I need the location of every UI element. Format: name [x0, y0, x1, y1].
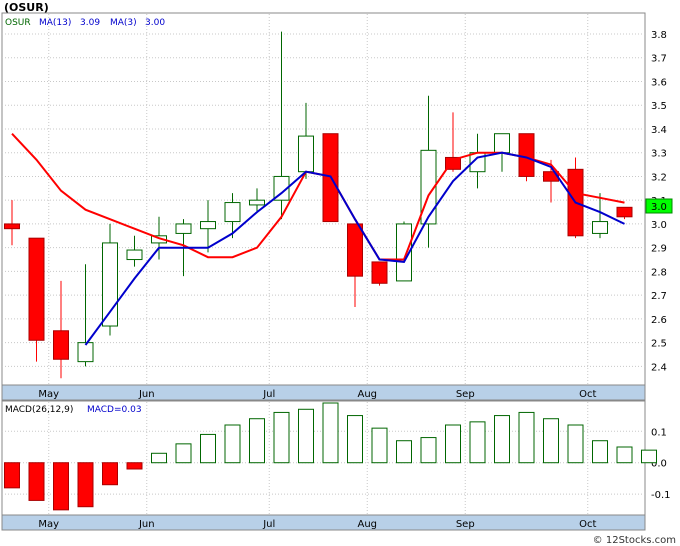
price-y-tick-label: 3.0: [651, 220, 667, 231]
candle-body: [53, 330, 69, 360]
macd-legend-value: MACD=0.03: [87, 405, 142, 415]
macd-x-tick-label: Sep: [456, 519, 475, 530]
macd-y-tick-label: 0.1: [651, 427, 667, 438]
macd-bar: [518, 411, 535, 464]
macd-bar: [200, 433, 216, 464]
price-y-tick-label: 2.4: [651, 362, 667, 373]
candle-body: [445, 156, 461, 170]
candle-body: [494, 133, 510, 154]
macd-bar: [371, 427, 388, 464]
candle-body: [126, 249, 143, 261]
price-y-tick-label: 2.8: [651, 267, 667, 278]
macd-bar: [28, 462, 45, 501]
macd-bar: [53, 462, 69, 511]
candle-body: [518, 133, 535, 177]
price-y-tick-label: 2.5: [651, 339, 667, 350]
price-y-tick-label: 3.6: [651, 77, 667, 88]
candle-body: [249, 199, 265, 206]
legend-symbol: OSUR: [5, 18, 31, 28]
macd-bar: [567, 424, 584, 464]
macd-bar: [102, 462, 118, 486]
price-x-tick-label: Jun: [138, 389, 155, 400]
macd-y-axis: 0.1 0.0 -0.1: [651, 427, 671, 501]
macd-bar: [273, 411, 290, 464]
macd-bar: [641, 449, 657, 464]
watermark: © 12Stocks.com: [593, 535, 676, 546]
candle-body: [616, 206, 633, 218]
price-y-tick-label: 2.7: [651, 291, 667, 302]
macd-bar: [175, 443, 192, 464]
price-y-tick-label: 3.7: [651, 54, 667, 65]
macd-bar: [224, 424, 241, 464]
macd-bar: [543, 418, 559, 464]
macd-legend-label: MACD(26,12,9): [5, 405, 73, 415]
legend-ma13-value: 3.09: [80, 18, 100, 28]
macd-bar: [396, 440, 412, 464]
price-x-axis-band: [1, 384, 646, 401]
macd-bar: [592, 440, 608, 464]
current-price-badge: [645, 198, 673, 214]
legend-ma13-label: MA(13): [39, 18, 71, 28]
candle-body: [273, 175, 290, 201]
macd-bar: [77, 462, 94, 508]
candle-body: [4, 223, 20, 230]
candle-body: [175, 223, 192, 234]
candle-body: [28, 237, 45, 341]
candle-body: [77, 342, 94, 363]
macd-x-tick-label: Aug: [357, 519, 377, 530]
candle-body: [298, 135, 314, 173]
current-price-value: 3.0: [651, 202, 667, 213]
moving-average-lines: [11, 133, 625, 346]
macd-bar: [494, 415, 510, 464]
price-x-tick-label: May: [38, 389, 59, 400]
macd-bar: [420, 437, 437, 464]
ma3-line: [84, 151, 625, 346]
macd-bar: [151, 452, 167, 464]
price-y-tick-label: 3.3: [651, 149, 667, 160]
price-x-tick-label: Oct: [579, 389, 596, 400]
price-x-tick-label: Sep: [456, 389, 475, 400]
macd-bar: [445, 424, 461, 464]
price-y-tick-label: 3.4: [651, 125, 667, 136]
price-x-axis: May Jun Jul Aug Sep Oct: [38, 389, 596, 400]
candle-body: [371, 261, 388, 284]
macd-x-tick-label: Oct: [579, 519, 596, 530]
candle-body: [396, 223, 412, 282]
macd-bars: [4, 402, 657, 511]
candle-body: [224, 202, 241, 223]
macd-x-tick-label: Jun: [138, 519, 155, 530]
candle-body: [592, 221, 608, 234]
legend-ma3-label: MA(3): [110, 18, 137, 28]
macd-bar: [469, 421, 486, 464]
candles: [4, 31, 633, 379]
price-y-tick-label: 2.6: [651, 315, 667, 326]
macd-bar: [249, 418, 265, 464]
macd-y-tick-label: -0.1: [651, 490, 671, 501]
macd-bar: [126, 462, 143, 470]
macd-x-tick-label: May: [38, 519, 59, 530]
chart-symbol: (OSUR): [4, 1, 49, 14]
macd-x-axis-band: [1, 514, 646, 531]
macd-bar: [4, 462, 20, 489]
price-x-tick-label: Aug: [357, 389, 377, 400]
candle-body: [347, 223, 363, 277]
price-y-tick-label: 2.9: [651, 244, 667, 255]
price-y-tick-label: 3.8: [651, 30, 667, 41]
price-y-tick-label: 3.2: [651, 172, 667, 183]
candle-body: [200, 221, 216, 230]
legend-ma3-value: 3.00: [145, 18, 165, 28]
macd-x-axis: May Jun Jul Aug Sep Oct: [38, 519, 596, 530]
macd-bar: [298, 408, 314, 464]
macd-bar: [347, 415, 363, 464]
price-x-tick-label: Jul: [262, 389, 275, 400]
macd-x-tick-label: Jul: [262, 519, 275, 530]
macd-y-tick-label: 0.0: [651, 459, 667, 470]
macd-bar: [322, 402, 339, 464]
macd-bar: [616, 446, 633, 464]
price-grid: [2, 14, 645, 384]
price-y-tick-label: 3.5: [651, 101, 667, 112]
candle-body: [102, 242, 118, 327]
